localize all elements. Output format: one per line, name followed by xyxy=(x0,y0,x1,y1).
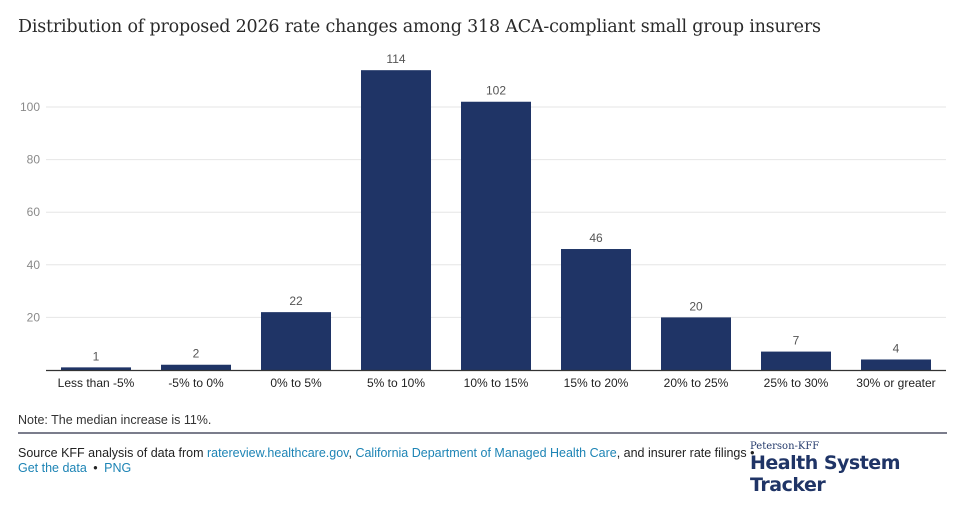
y-tick-label: 40 xyxy=(27,258,41,272)
bar[interactable] xyxy=(161,364,231,370)
data-label: 7 xyxy=(793,334,800,348)
bullet-separator: • xyxy=(93,461,98,475)
png-download-link[interactable]: PNG xyxy=(104,461,132,475)
data-label: 4 xyxy=(893,341,900,355)
y-tick-label: 100 xyxy=(20,100,40,114)
x-category-label: 5% to 10% xyxy=(367,376,425,390)
bar[interactable] xyxy=(61,367,131,370)
y-tick-label: 60 xyxy=(27,205,41,219)
y-tick-label: 20 xyxy=(27,310,41,324)
data-label: 114 xyxy=(386,52,405,66)
chart-title: Distribution of proposed 2026 rate chang… xyxy=(18,17,821,37)
bar[interactable] xyxy=(661,317,731,370)
x-category-label: 20% to 25% xyxy=(664,376,729,390)
source-prefix: Source KFF analysis of data from xyxy=(18,446,207,460)
data-label: 20 xyxy=(689,299,703,313)
x-axis-categories: Less than -5% -5% to 0% 0% to 5% 5% to 10% 1… xyxy=(58,376,936,390)
y-axis-ticks: 20 40 60 80 100 xyxy=(20,100,40,324)
bar[interactable] xyxy=(361,70,431,371)
peterson-kff-logo[interactable]: Peterson-KFF Health System Tracker xyxy=(750,441,980,496)
source-separator: , xyxy=(348,446,356,460)
source-suffix: , and insurer rate filings • xyxy=(616,446,755,460)
x-category-label: 15% to 20% xyxy=(564,376,629,390)
bar[interactable] xyxy=(861,359,931,370)
data-label: 22 xyxy=(289,294,303,308)
x-category-label: -5% to 0% xyxy=(168,376,224,390)
divider xyxy=(18,432,947,434)
bar[interactable] xyxy=(561,249,631,370)
logo-title: Health System Tracker xyxy=(750,452,901,496)
bar[interactable] xyxy=(761,351,831,370)
x-category-label: 30% or greater xyxy=(856,376,935,390)
data-label: 1 xyxy=(93,349,100,363)
x-category-label: 10% to 15% xyxy=(464,376,529,390)
bars xyxy=(61,70,931,371)
bar[interactable] xyxy=(461,101,531,371)
california-dmhc-link[interactable]: California Department of Managed Health … xyxy=(355,446,617,460)
x-category-label: 25% to 30% xyxy=(764,376,829,390)
data-label: 46 xyxy=(589,231,603,245)
data-label: 102 xyxy=(486,84,506,98)
source-text: Source KFF analysis of data from raterev… xyxy=(18,446,754,476)
y-tick-label: 80 xyxy=(27,153,41,167)
bar[interactable] xyxy=(261,312,331,370)
x-category-label: 0% to 5% xyxy=(270,376,322,390)
x-category-label: Less than -5% xyxy=(58,376,135,390)
chart-note: Note: The median increase is 11%. xyxy=(18,413,212,427)
get-the-data-link[interactable]: Get the data xyxy=(18,461,87,475)
data-label: 2 xyxy=(193,347,200,361)
logo-subtitle: Peterson-KFF xyxy=(750,441,820,452)
ratereview-link[interactable]: ratereview.healthcare.gov xyxy=(206,446,349,460)
